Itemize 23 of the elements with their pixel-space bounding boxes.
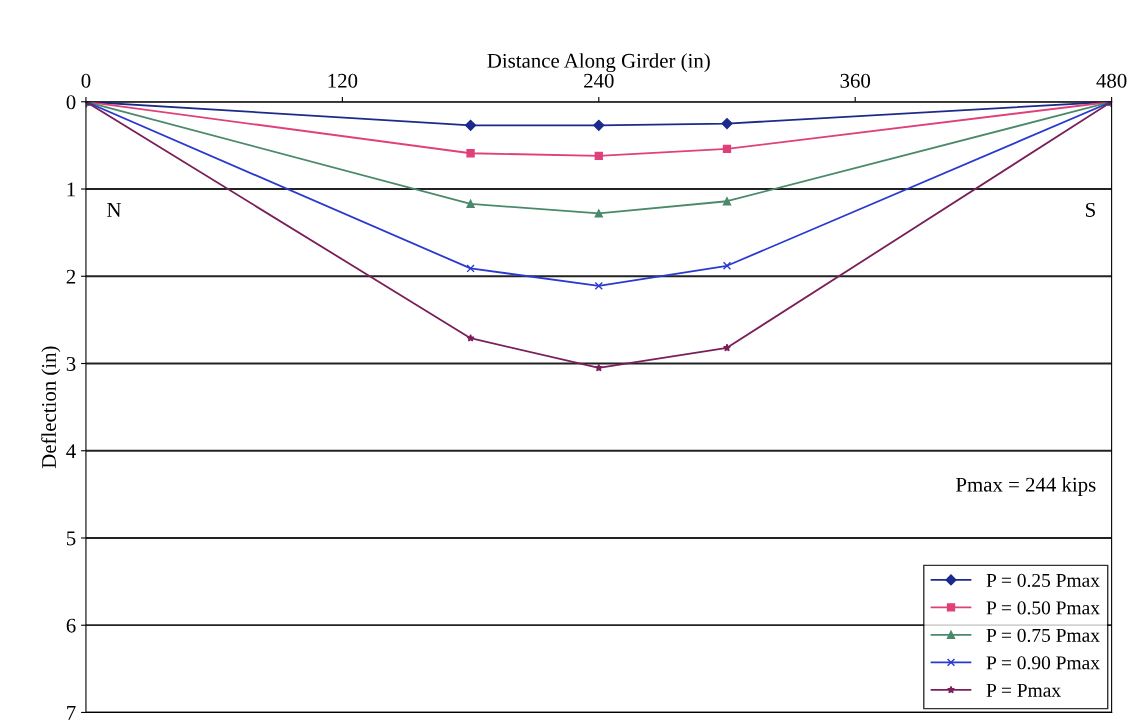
y-tick-label: 1 bbox=[67, 182, 75, 197]
x-tick-label: 240 bbox=[584, 73, 614, 88]
x-axis-title: Distance Along Girder (in) bbox=[487, 53, 710, 73]
legend-label: P = 0.75 Pmax bbox=[986, 628, 1100, 642]
annotation: N bbox=[107, 203, 122, 217]
y-tick-label: 4 bbox=[66, 444, 76, 458]
annotation: Pmax = 244 kips bbox=[956, 477, 1096, 496]
legend-label: P = 0.25 Pmax bbox=[986, 573, 1100, 588]
y-tick-label: 3 bbox=[66, 356, 76, 371]
legend-label: P = 0.90 Pmax bbox=[986, 656, 1100, 670]
x-tick-label: 120 bbox=[328, 73, 358, 88]
x-tick-label: 0 bbox=[81, 73, 91, 88]
legend-label: P = Pmax bbox=[986, 683, 1061, 697]
y-tick-label: 0 bbox=[66, 95, 76, 110]
annotation: S bbox=[1086, 202, 1095, 217]
y-tick-label: 2 bbox=[66, 269, 76, 284]
x-tick-label: 360 bbox=[840, 73, 871, 88]
y-tick-label: 7 bbox=[67, 706, 76, 720]
y-tick-label: 5 bbox=[67, 531, 76, 546]
y-axis-title: Deflection (in) bbox=[41, 346, 61, 469]
x-tick-label: 480 bbox=[1096, 73, 1127, 88]
y-tick-label: 6 bbox=[66, 618, 76, 633]
legend-label: P = 0.50 Pmax bbox=[986, 601, 1100, 615]
